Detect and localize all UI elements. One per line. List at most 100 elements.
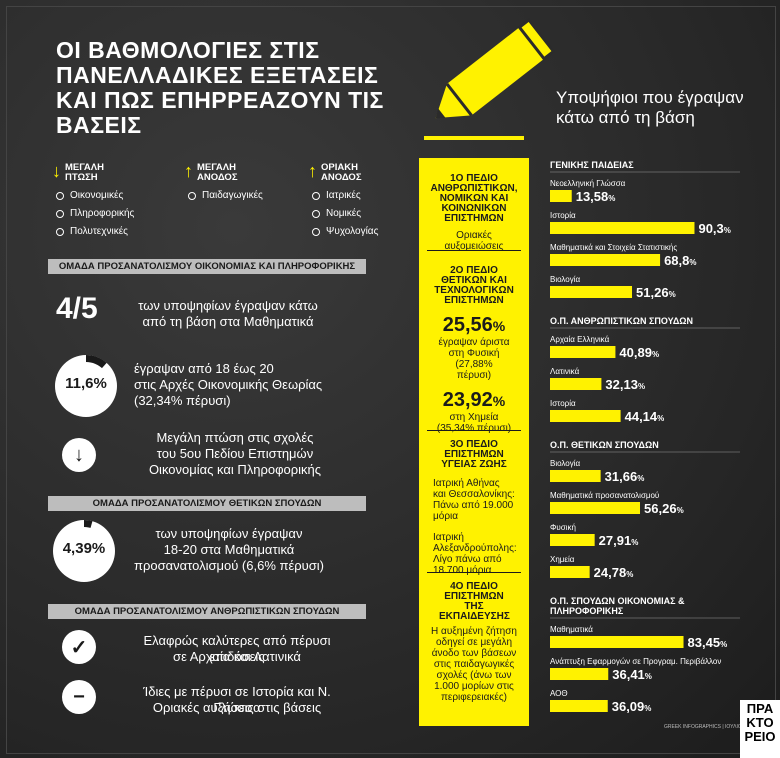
hum-minus-text1: Ίδιες με πέρυσι σε Ιστορία και Ν. Γλώσσα xyxy=(143,684,331,715)
bar xyxy=(550,700,608,712)
field-2: 2ο ΠΕΔΙΟ ΘΕΤΙΚΩΝ ΚΑΙ ΤΕΧΝΟΛΟΓΙΚΩΝ ΕΠΙΣΤΗ… xyxy=(419,265,529,435)
minus-circle-icon: − xyxy=(62,680,96,714)
category-label: Ιστορία xyxy=(550,399,576,408)
divider xyxy=(427,572,521,573)
logo: ΠΡΑ ΚΤΟ ΡΕΙΟ xyxy=(740,700,780,758)
legend-item: Οικονομικές xyxy=(70,190,124,201)
field-1-text: Οριακές αυξομειώσεις xyxy=(444,230,504,252)
group-label-cont: ΠΛΗΡΟΦΟΡΙΚΗΣ xyxy=(550,606,624,616)
hum-minus-text2: Οριακές αυξήσεις στις βάσεις xyxy=(152,700,322,715)
field-2-pct2: % xyxy=(492,393,506,409)
divider xyxy=(427,250,521,251)
divider xyxy=(427,430,521,431)
group-label: Ο.Π. ΑΝΘΡΩΠΙΣΤΙΚΩΝ ΣΠΟΥΔΩΝ xyxy=(550,316,693,326)
econ-fraction-text: των υποψηφίων έγραψαν κάτω από τη βάση σ… xyxy=(138,298,318,329)
credit: GREEK INFOGRAPHICS | ΙΟΥΛΙΟΣ 2017 xyxy=(664,724,758,730)
category-label: Ανάπτυξη Εφαρμογών σε Προγραμ. Περιβάλλο… xyxy=(550,657,721,666)
econ-pct: 11,6% xyxy=(65,375,107,392)
field-1-title: 1ο ΠΕΔΙΟ ΑΝΘΡΩΠΙΣΤΙΚΩΝ, ΝΟΜΙΚΩΝ ΚΑΙ ΚΟΙΝ… xyxy=(430,173,518,224)
field-2-big2: 23,92 xyxy=(442,389,493,411)
hum-check-text1: Ελαφρώς καλύτερες από πέρυσι επιδόσεις xyxy=(143,633,331,664)
sci-pct: 4,39% xyxy=(62,540,106,557)
bullet-icon xyxy=(188,191,196,200)
bullet-icon xyxy=(56,191,64,200)
legend-item: Ψυχολογίας xyxy=(326,226,379,237)
bar xyxy=(550,636,684,648)
field-2-big1-wrap: 25,56% xyxy=(419,314,529,337)
bar xyxy=(550,566,590,578)
data-label: 32,13% xyxy=(605,377,645,392)
data-label: 90,3% xyxy=(698,221,730,236)
econ-pct-text1: έγραψαν από 18 έως 20 xyxy=(134,361,274,376)
legend-item: Πληροφορικής xyxy=(70,208,135,219)
arrow-up-icon: ↑ xyxy=(308,161,317,181)
legend-drop-header: ΜΕΓΑΛΗ ΠΤΩΣΗ xyxy=(65,162,104,183)
data-label: 44,14% xyxy=(625,409,665,424)
sci-text2: 18-20 στα Μαθηματικά xyxy=(163,542,295,557)
field-2-text2: στη Χημεία (35,34% πέρυσι) xyxy=(436,412,512,434)
field-2-title: 2ο ΠΕΔΙΟ ΘΕΤΙΚΩΝ ΚΑΙ ΤΕΧΝΟΛΟΓΙΚΩΝ ΕΠΙΣΤΗ… xyxy=(434,265,514,306)
data-label: 31,66% xyxy=(605,469,645,484)
legend-rise-header: ΜΕΓΑΛΗ ΑΝΟΔΟΣ xyxy=(197,162,238,183)
bar xyxy=(550,470,601,482)
econ-band: ΟΜΑΔΑ ΠΡΟΣΑΝΑΤΟΛΙΣΜΟΥ ΟΙΚΟΝΟΜΙΑΣ ΚΑΙ ΠΛΗ… xyxy=(48,259,366,274)
bullet-icon xyxy=(56,209,64,218)
legend-marginal: ↑ ΟΡΙΑΚΗ ΑΝΟΔΟΣ Ιατρικές Νομικές Ψυχολογί… xyxy=(308,161,379,237)
category-label: Βιολογία xyxy=(550,459,581,468)
field-4: 4ο ΠΕΔΙΟ ΕΠΙΣΤΗΜΩΝ ΤΗΣ ΕΚΠΑΙΔΕΥΣΗΣ Η αυξ… xyxy=(419,582,529,704)
bar xyxy=(550,668,609,680)
bullet-icon xyxy=(312,191,320,200)
group-label: ΓΕΝΙΚΗΣ ΠΑΙΔΕΙΑΣ xyxy=(550,160,634,170)
econ-pct-text2: στις Αρχές Οικονομικής Θεωρίας xyxy=(134,377,323,392)
data-label: 27,91% xyxy=(599,533,639,548)
bar xyxy=(550,410,621,422)
arrow-down-icon: ↓ xyxy=(52,161,61,181)
category-label: Μαθηματικά και Στοιχεία Στατιστικής xyxy=(550,243,677,252)
field-4-text: Η αυξημένη ζήτηση οδηγεί σε μεγάλη άνοδο… xyxy=(431,626,517,703)
bar xyxy=(550,254,661,266)
category-label: Μαθηματικά xyxy=(550,625,593,634)
bar xyxy=(550,222,695,234)
field-3-text1: Ιατρική Αθήνας και Θεσσαλονίκης: Πάνω απ… xyxy=(433,478,515,522)
field-3: 3ο ΠΕΔΙΟ ΕΠΙΣΤΗΜΩΝ ΥΓΕΙΑΣ ΖΩΗΣ Ιατρική Α… xyxy=(419,439,529,577)
category-label: Φυσική xyxy=(550,523,576,532)
field-3-text2: Ιατρική Αλεξανδρούπολης: Λίγο πάνω από 1… xyxy=(433,532,517,576)
econ-drop-text2: του 5ου Πεδίου Επιστημών xyxy=(156,446,314,461)
field-2-text1: έγραψαν άριστα στη Φυσική (27,88% πέρυσι… xyxy=(438,337,510,381)
hum-band: ΟΜΑΔΑ ΠΡΟΣΑΝΑΤΟΛΙΣΜΟΥ ΑΝΘΡΩΠΙΣΤΙΚΩΝ ΣΠΟΥ… xyxy=(48,604,366,619)
bar xyxy=(550,378,602,390)
bar-chart: ΓΕΝΙΚΗΣ ΠΑΙΔΕΙΑΣ Νεοελληνική Γλώσσα13,58%… xyxy=(550,160,740,714)
sci-text1: των υποψηφίων έγραψαν xyxy=(155,526,303,541)
econ-pct-ring xyxy=(55,355,117,417)
data-label: 68,8% xyxy=(664,253,696,268)
legend-item: Ιατρικές xyxy=(326,190,361,201)
data-label: 13,58% xyxy=(576,189,616,204)
data-label: 36,41% xyxy=(612,667,652,682)
bar xyxy=(550,346,616,358)
frame xyxy=(6,6,776,754)
category-label: Λατινικά xyxy=(550,367,580,376)
bullet-icon xyxy=(56,227,64,236)
group-label: Ο.Π. ΘΕΤΙΚΩΝ ΣΠΟΥΔΩΝ xyxy=(550,440,659,450)
legend-item: Πολυτεχνικές xyxy=(70,226,128,237)
bullet-icon xyxy=(312,209,320,218)
data-label: 56,26% xyxy=(644,501,684,516)
category-label: Βιολογία xyxy=(550,275,581,284)
bar xyxy=(550,286,633,298)
chart-title: Υποψήφιοι που έγραψαν κάτω από τη βάση xyxy=(556,88,744,127)
category-label: Νεοελληνική Γλώσσα xyxy=(550,179,626,188)
econ-drop-text3: Οικονομίας και Πληροφορικής xyxy=(148,462,322,477)
field-3-title: 3ο ΠΕΔΙΟ ΕΠΙΣΤΗΜΩΝ ΥΓΕΙΑΣ ΖΩΗΣ xyxy=(441,439,507,470)
bar xyxy=(550,534,595,546)
data-label: 83,45% xyxy=(688,635,728,650)
category-label: Ιστορία xyxy=(550,211,576,220)
sci-band: ΟΜΑΔΑ ΠΡΟΣΑΝΑΤΟΛΙΣΜΟΥ ΘΕΤΙΚΩΝ ΣΠΟΥΔΩΝ xyxy=(48,496,366,511)
pencil-icon xyxy=(424,17,556,140)
legend-drop: ↓ ΜΕΓΑΛΗ ΠΤΩΣΗ Οικονομικές Πληροφορικής Π… xyxy=(52,161,135,237)
group-label: Ο.Π. ΣΠΟΥΔΩΝ ΟΙΚΟΝΟΜΙΑΣ & xyxy=(550,596,685,606)
arrow-up-icon: ↑ xyxy=(184,161,193,181)
legend-item: Παιδαγωγικές xyxy=(202,190,263,201)
field-2-big1: 25,56 xyxy=(442,314,493,336)
data-label: 40,89% xyxy=(619,345,659,360)
fields-column: 1ο ΠΕΔΙΟ ΑΝΘΡΩΠΙΣΤΙΚΩΝ, ΝΟΜΙΚΩΝ ΚΑΙ ΚΟΙΝ… xyxy=(419,158,529,726)
